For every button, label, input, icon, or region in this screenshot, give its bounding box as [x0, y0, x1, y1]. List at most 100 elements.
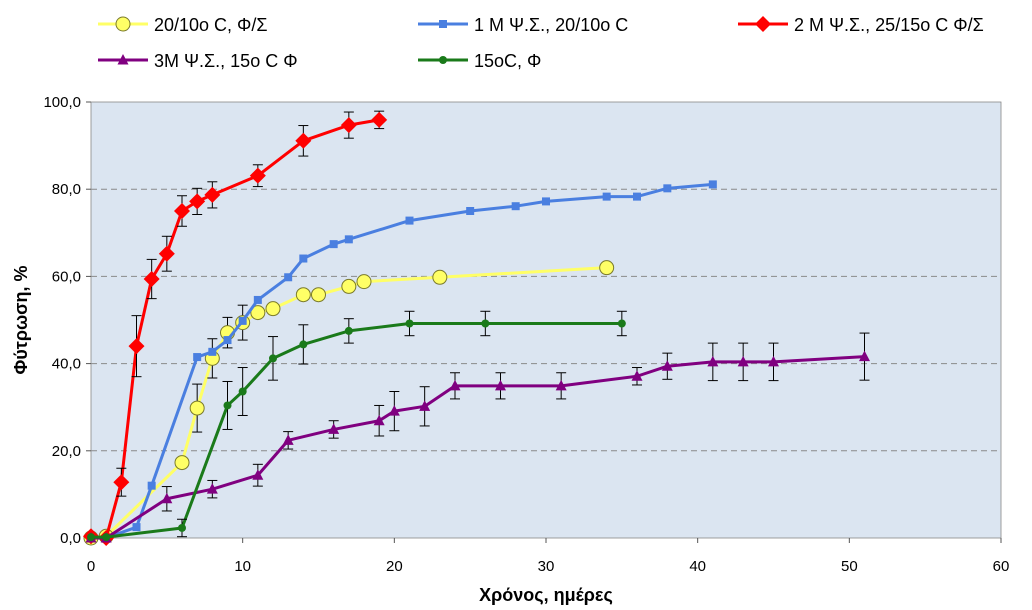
y-axis-title: Φύτρωση, % — [11, 266, 31, 375]
x-tick-label: 20 — [386, 558, 403, 575]
data-point — [295, 132, 312, 149]
data-point — [223, 336, 232, 345]
data-point — [282, 434, 294, 445]
data-point — [708, 180, 717, 189]
data-point — [204, 186, 221, 203]
data-point — [633, 192, 641, 201]
grid-lines — [91, 188, 1001, 452]
data-point — [432, 269, 448, 285]
data-point — [663, 184, 672, 193]
data-point — [189, 193, 206, 210]
data-point — [405, 319, 414, 328]
data-point — [388, 405, 400, 416]
data-point — [113, 474, 130, 491]
legend-item: 15oC, Φ — [418, 51, 541, 71]
data-point — [344, 235, 353, 244]
data-point — [174, 455, 190, 471]
x-tick-label: 30 — [538, 558, 555, 575]
legend-marker — [117, 54, 129, 65]
data-point — [223, 401, 232, 410]
data-point — [178, 523, 186, 532]
data-point — [405, 216, 414, 225]
data-point — [707, 355, 719, 367]
x-tick-label: 60 — [993, 558, 1010, 575]
data-point — [269, 354, 277, 363]
data-point — [299, 340, 308, 349]
data-point — [132, 523, 141, 532]
y-tick-label: 20,0 — [52, 443, 81, 460]
data-point — [299, 254, 308, 263]
data-point — [102, 533, 111, 542]
data-point — [373, 414, 385, 426]
legend-item: 1 M Ψ.Σ., 20/10o C — [418, 15, 628, 35]
data-point — [295, 287, 311, 303]
series-5 — [87, 310, 627, 542]
legend-label: 3M Ψ.Σ., 15o C Φ — [154, 51, 298, 71]
data-point — [341, 278, 357, 294]
data-point — [311, 287, 326, 303]
data-point — [208, 347, 217, 356]
legend-item: 20/10o C, Φ/Σ — [98, 15, 268, 35]
data-point — [449, 379, 461, 391]
data-point — [737, 355, 749, 367]
legend-label: 15oC, Φ — [474, 51, 541, 71]
data-point — [128, 338, 145, 355]
data-point — [344, 326, 353, 335]
x-tick-label: 10 — [234, 558, 251, 575]
y-tick-label: 60,0 — [52, 268, 81, 285]
legend: 20/10o C, Φ/Σ 1 M Ψ.Σ., 20/10o C 2 M Ψ.Σ.,… — [98, 15, 984, 71]
data-point — [158, 245, 175, 262]
data-point — [206, 483, 218, 494]
data-point — [356, 274, 372, 290]
y-tick-label: 40,0 — [52, 356, 81, 373]
data-point — [161, 492, 173, 504]
data-point — [250, 305, 266, 321]
data-point — [143, 271, 160, 288]
x-axis-title: Χρόνος, ημέρες — [479, 585, 613, 605]
legend-item: 2 M Ψ.Σ., 25/15o C Φ/Σ — [738, 15, 984, 35]
data-series — [83, 110, 870, 546]
data-point — [599, 260, 615, 276]
data-point — [466, 207, 475, 215]
data-point — [252, 469, 264, 480]
x-tick-label: 40 — [689, 558, 706, 575]
legend-marker — [755, 16, 771, 32]
y-axis-ticks: 0,0 20,0 40,0 60,0 80,0 100,0 — [43, 94, 91, 547]
legend-item: 3M Ψ.Σ., 15o C Φ — [98, 51, 298, 71]
data-point — [555, 379, 567, 391]
data-point — [371, 111, 388, 128]
data-point — [249, 167, 266, 184]
y-tick-label: 0,0 — [60, 530, 81, 547]
y-tick-label: 80,0 — [52, 181, 81, 198]
data-point — [602, 192, 611, 201]
data-point — [253, 295, 262, 304]
legend-label: 20/10o C, Φ/Σ — [154, 15, 268, 35]
series-4 — [85, 332, 870, 543]
x-axis-ticks: 0 10 20 30 40 50 60 — [87, 538, 1010, 575]
data-point — [87, 533, 95, 542]
data-point — [328, 423, 340, 434]
data-point — [768, 355, 779, 367]
data-point — [189, 400, 205, 416]
data-point — [631, 370, 643, 381]
legend-label: 1 M Ψ.Σ., 20/10o C — [474, 15, 628, 35]
data-point — [329, 240, 338, 249]
legend-marker — [439, 56, 447, 64]
data-point — [481, 319, 490, 328]
data-point — [284, 273, 293, 282]
data-point — [419, 400, 431, 411]
legend-label: 2 M Ψ.Σ., 25/15o C Φ/Σ — [794, 15, 984, 35]
data-point — [495, 379, 506, 391]
legend-marker — [439, 20, 447, 28]
data-point — [340, 117, 357, 134]
y-tick-label: 100,0 — [43, 94, 81, 111]
data-point — [617, 319, 626, 328]
data-point — [193, 353, 202, 362]
data-point — [147, 481, 156, 490]
x-tick-label: 50 — [841, 558, 858, 575]
data-point — [511, 202, 520, 211]
x-tick-label: 0 — [87, 558, 95, 575]
data-point — [174, 203, 190, 219]
data-point — [859, 350, 870, 362]
